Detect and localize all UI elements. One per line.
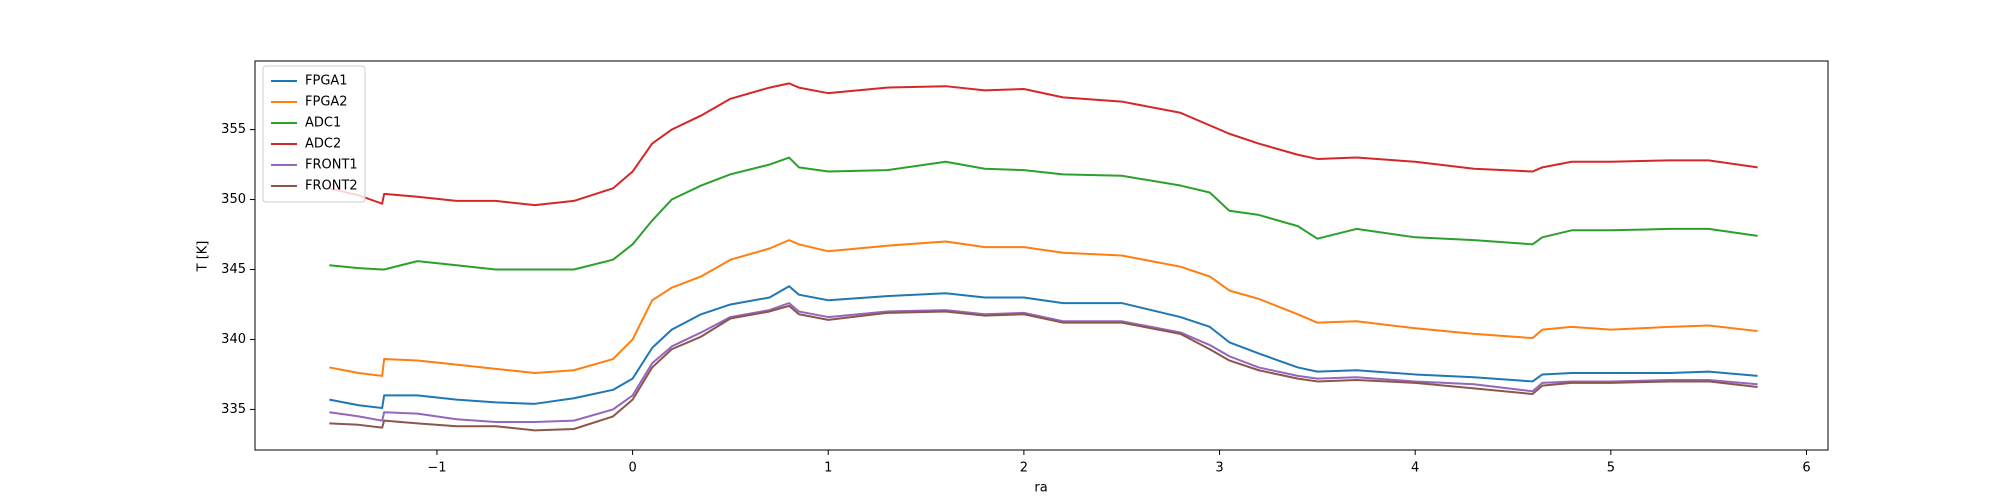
y-tick-label: 340 xyxy=(221,332,246,347)
legend-label: ADC1 xyxy=(305,116,341,131)
x-tick-label: 6 xyxy=(1802,461,1810,476)
x-tick-label: 5 xyxy=(1607,461,1615,476)
y-tick-label: 345 xyxy=(221,262,246,277)
x-tick-label: 4 xyxy=(1411,461,1419,476)
legend-label: FRONT2 xyxy=(305,179,358,194)
x-tick-label: 0 xyxy=(628,461,636,476)
y-axis-label: T [K] xyxy=(196,241,211,273)
data-line xyxy=(329,304,1758,432)
x-axis-label: ra xyxy=(1034,481,1047,496)
data-line xyxy=(329,82,1758,207)
legend-label: FRONT1 xyxy=(305,158,358,173)
legend: FPGA1 FPGA2 ADC1 ADC2 FRONT1 FRONT2 xyxy=(262,65,366,203)
y-tick-label: 355 xyxy=(221,122,246,137)
y-tick-label: 350 xyxy=(221,192,246,207)
y-tick-label: 335 xyxy=(221,402,246,417)
data-line xyxy=(329,239,1758,377)
data-line xyxy=(329,285,1758,410)
x-tick-label: 3 xyxy=(1215,461,1223,476)
x-tick-label: 2 xyxy=(1020,461,1028,476)
x-tick-label: −1 xyxy=(427,461,446,476)
plot-frame xyxy=(254,60,1829,451)
legend-label: ADC2 xyxy=(305,137,341,152)
legend-box xyxy=(262,65,366,203)
x-tick-label: 1 xyxy=(824,461,832,476)
data-line xyxy=(329,156,1758,271)
legend-label: FPGA1 xyxy=(305,74,348,89)
legend-label: FPGA2 xyxy=(305,95,348,110)
data-line xyxy=(329,302,1758,424)
